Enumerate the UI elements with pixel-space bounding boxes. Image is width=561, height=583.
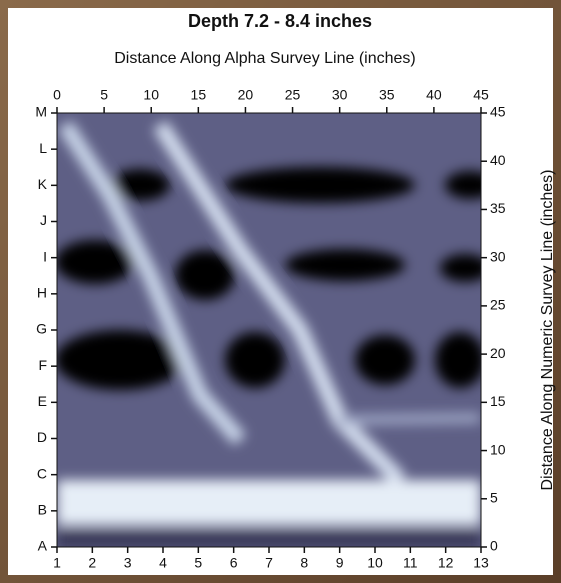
bottom-tick-label: 7 [265, 555, 273, 571]
left-tick-label: E [38, 393, 47, 409]
x-tick-label: 5 [100, 87, 108, 103]
left-tick-label: A [38, 538, 48, 554]
x-tick-label: 40 [426, 87, 442, 103]
bottom-tick-label: 3 [124, 555, 132, 571]
left-tick-label: I [43, 248, 47, 264]
bottom-tick-label: 8 [300, 555, 308, 571]
left-tick-label: M [35, 104, 47, 120]
x-tick-label: 10 [143, 87, 159, 103]
x-tick-label: 25 [285, 87, 301, 103]
y-tick-label: 30 [490, 248, 506, 264]
y-tick-label: 5 [490, 489, 498, 505]
y-tick-label: 10 [490, 441, 506, 457]
left-tick-label: D [37, 429, 47, 445]
left-tick-label: J [40, 212, 47, 228]
x-axis-label: Distance Along Alpha Survey Line (inches… [114, 50, 416, 67]
bottom-tick-label: 1 [53, 555, 61, 571]
y-tick-label: 35 [490, 200, 506, 216]
left-tick-label: B [38, 502, 47, 518]
bottom-tick-label: 10 [367, 555, 383, 571]
bottom-tick-label: 4 [159, 555, 167, 571]
bottom-tick-label: 5 [194, 555, 202, 571]
left-tick-label: L [39, 140, 47, 156]
bottom-tick-label: 12 [438, 555, 454, 571]
contour-shapes [57, 120, 481, 547]
bottom-tick-label: 2 [88, 555, 96, 571]
bottom-tick-label: 9 [336, 555, 344, 571]
x-tick-label: 15 [191, 87, 207, 103]
left-tick-label: F [38, 357, 47, 373]
bottom-tick-label: 6 [230, 555, 238, 571]
bottom-tick-label: 11 [403, 555, 418, 571]
y-tick-label: 45 [490, 104, 506, 120]
left-tick-label: K [38, 176, 48, 192]
x-tick-label: 45 [473, 87, 489, 103]
y-tick-label: 20 [490, 345, 506, 361]
y-tick-label: 40 [490, 152, 506, 168]
x-tick-label: 35 [379, 87, 395, 103]
y-axis-label: Distance Along Numeric Survey Line (inch… [539, 169, 556, 490]
chart-title: Depth 7.2 - 8.4 inches [188, 11, 372, 31]
y-tick-label: 25 [490, 297, 506, 313]
left-tick-label: H [37, 285, 47, 301]
x-tick-label: 0 [53, 87, 61, 103]
y-tick-label: 0 [490, 538, 498, 554]
bottom-tick-label: 13 [473, 555, 489, 571]
contour-field [57, 113, 481, 547]
left-tick-label: C [37, 465, 47, 481]
left-tick-label: G [36, 321, 47, 337]
x-tick-label: 20 [238, 87, 254, 103]
x-tick-label: 30 [332, 87, 348, 103]
y-tick-label: 15 [490, 393, 506, 409]
